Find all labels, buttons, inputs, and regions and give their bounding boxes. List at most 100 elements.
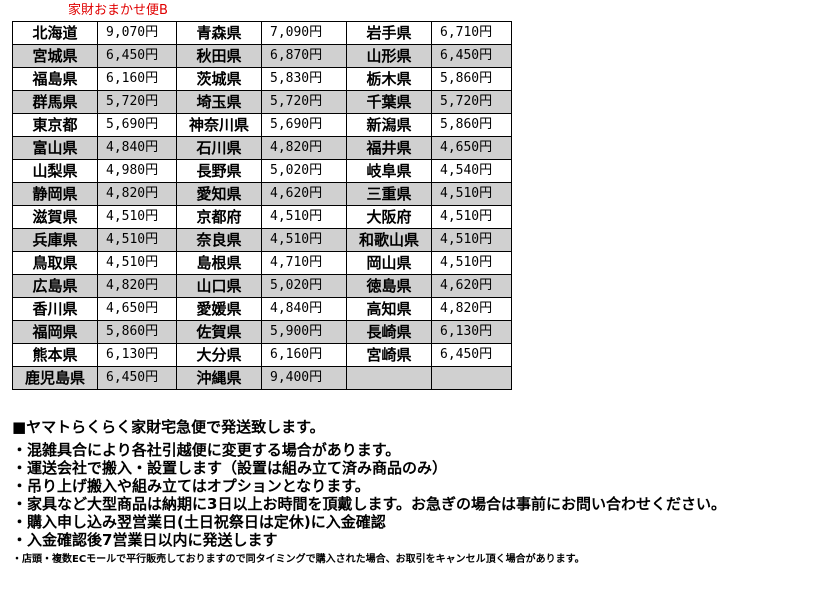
prefecture-cell: 山形県: [346, 44, 432, 68]
table-row: 山梨県 4,980円 長野県 5,020円 岐阜県 4,540円: [12, 159, 512, 183]
price-cell: 5,860円: [431, 113, 512, 137]
prefecture-cell: 長崎県: [346, 320, 432, 344]
prefecture-cell: 佐賀県: [176, 320, 262, 344]
table-row: 北海道 9,070円 青森県 7,090円 岩手県 6,710円: [12, 21, 512, 45]
price-cell: 4,650円: [97, 297, 177, 321]
prefecture-cell: 滋賀県: [12, 205, 98, 229]
price-cell: 6,130円: [97, 343, 177, 367]
prefecture-cell: 沖縄県: [176, 366, 262, 390]
price-cell: 5,020円: [261, 274, 347, 298]
price-cell: 4,820円: [261, 136, 347, 160]
table-row: 鳥取県 4,510円 島根県 4,710円 岡山県 4,510円: [12, 251, 512, 275]
price-cell: 5,900円: [261, 320, 347, 344]
price-cell: [431, 366, 512, 390]
prefecture-cell: 岩手県: [346, 21, 432, 45]
prefecture-cell: 富山県: [12, 136, 98, 160]
prefecture-cell: 高知県: [346, 297, 432, 321]
price-cell: 6,160円: [261, 343, 347, 367]
prefecture-cell: 北海道: [12, 21, 98, 45]
price-cell: 4,510円: [431, 182, 512, 206]
prefecture-cell: 群馬県: [12, 90, 98, 114]
prefecture-cell: 福島県: [12, 67, 98, 91]
note-bullet: ・混雑具合により各社引越便に変更する場合があります。: [12, 441, 401, 459]
prefecture-cell: 石川県: [176, 136, 262, 160]
prefecture-cell: 兵庫県: [12, 228, 98, 252]
price-cell: 5,720円: [431, 90, 512, 114]
table-row: 福岡県 5,860円 佐賀県 5,900円 長崎県 6,130円: [12, 320, 512, 344]
prefecture-cell: [346, 366, 432, 390]
price-cell: 4,710円: [261, 251, 347, 275]
table-row: 群馬県 5,720円 埼玉県 5,720円 千葉県 5,720円: [12, 90, 512, 114]
prefecture-cell: 三重県: [346, 182, 432, 206]
price-cell: 6,450円: [97, 366, 177, 390]
prefecture-cell: 島根県: [176, 251, 262, 275]
table-row: 富山県 4,840円 石川県 4,820円 福井県 4,650円: [12, 136, 512, 160]
price-cell: 9,400円: [261, 366, 347, 390]
price-cell: 5,690円: [261, 113, 347, 137]
price-cell: 4,980円: [97, 159, 177, 183]
prefecture-cell: 熊本県: [12, 343, 98, 367]
price-cell: 7,090円: [261, 21, 347, 45]
price-cell: 5,860円: [431, 67, 512, 91]
price-cell: 6,870円: [261, 44, 347, 68]
price-cell: 4,820円: [97, 182, 177, 206]
price-cell: 4,650円: [431, 136, 512, 160]
table-row: 広島県 4,820円 山口県 5,020円 徳島県 4,620円: [12, 274, 512, 298]
price-cell: 5,720円: [97, 90, 177, 114]
note-bullet: ・吊り上げ搬入や組み立てはオプションとなります。: [12, 477, 370, 495]
note-bullet: ・購入申し込み翌営業日(土日祝祭日は定休)に入金確認: [12, 513, 386, 531]
price-cell: 4,510円: [97, 205, 177, 229]
price-cell: 9,070円: [97, 21, 177, 45]
table-row: 兵庫県 4,510円 奈良県 4,510円 和歌山県 4,510円: [12, 228, 512, 252]
prefecture-cell: 東京都: [12, 113, 98, 137]
table-row: 香川県 4,650円 愛媛県 4,840円 高知県 4,820円: [12, 297, 512, 321]
price-cell: 5,830円: [261, 67, 347, 91]
price-cell: 4,510円: [261, 205, 347, 229]
prefecture-cell: 鳥取県: [12, 251, 98, 275]
price-cell: 6,130円: [431, 320, 512, 344]
prefecture-cell: 大分県: [176, 343, 262, 367]
note-bullet: ・家具など大型商品は納期に3日以上お時間を頂戴します。お急ぎの場合は事前にお問い…: [12, 495, 726, 513]
prefecture-cell: 福岡県: [12, 320, 98, 344]
prefecture-cell: 和歌山県: [346, 228, 432, 252]
table-row: 東京都 5,690円 神奈川県 5,690円 新潟県 5,860円: [12, 113, 512, 137]
prefecture-cell: 鹿児島県: [12, 366, 98, 390]
price-cell: 6,160円: [97, 67, 177, 91]
price-cell: 5,860円: [97, 320, 177, 344]
table-row: 宮城県 6,450円 秋田県 6,870円 山形県 6,450円: [12, 44, 512, 68]
price-cell: 5,720円: [261, 90, 347, 114]
table-row: 熊本県 6,130円 大分県 6,160円 宮崎県 6,450円: [12, 343, 512, 367]
price-cell: 4,840円: [261, 297, 347, 321]
prefecture-cell: 広島県: [12, 274, 98, 298]
prefecture-cell: 奈良県: [176, 228, 262, 252]
price-cell: 4,510円: [431, 228, 512, 252]
price-cell: 4,510円: [97, 228, 177, 252]
prefecture-cell: 栃木県: [346, 67, 432, 91]
price-cell: 6,450円: [431, 44, 512, 68]
prefecture-cell: 長野県: [176, 159, 262, 183]
prefecture-cell: 福井県: [346, 136, 432, 160]
note-bullet: ・入金確認後7営業日以内に発送します: [12, 531, 278, 549]
price-cell: 4,510円: [431, 251, 512, 275]
price-cell: 5,690円: [97, 113, 177, 137]
shipping-notes: ■ヤマトらくらく家財宅急便で発送致します。 ・混雑具合により各社引越便に変更する…: [12, 417, 726, 567]
table-title: 家財おまかせ便B: [68, 3, 168, 18]
shipping-rate-table: 北海道 9,070円 青森県 7,090円 岩手県 6,710円 宮城県 6,450円 秋田県 6…: [12, 21, 512, 390]
price-cell: 4,540円: [431, 159, 512, 183]
price-cell: 4,820円: [431, 297, 512, 321]
prefecture-cell: 香川県: [12, 297, 98, 321]
price-cell: 6,450円: [97, 44, 177, 68]
prefecture-cell: 神奈川県: [176, 113, 262, 137]
price-cell: 4,510円: [431, 205, 512, 229]
prefecture-cell: 岡山県: [346, 251, 432, 275]
price-cell: 5,020円: [261, 159, 347, 183]
prefecture-cell: 埼玉県: [176, 90, 262, 114]
prefecture-cell: 愛知県: [176, 182, 262, 206]
price-cell: 4,820円: [97, 274, 177, 298]
prefecture-cell: 青森県: [176, 21, 262, 45]
prefecture-cell: 茨城県: [176, 67, 262, 91]
prefecture-cell: 山口県: [176, 274, 262, 298]
prefecture-cell: 徳島県: [346, 274, 432, 298]
prefecture-cell: 愛媛県: [176, 297, 262, 321]
prefecture-cell: 新潟県: [346, 113, 432, 137]
